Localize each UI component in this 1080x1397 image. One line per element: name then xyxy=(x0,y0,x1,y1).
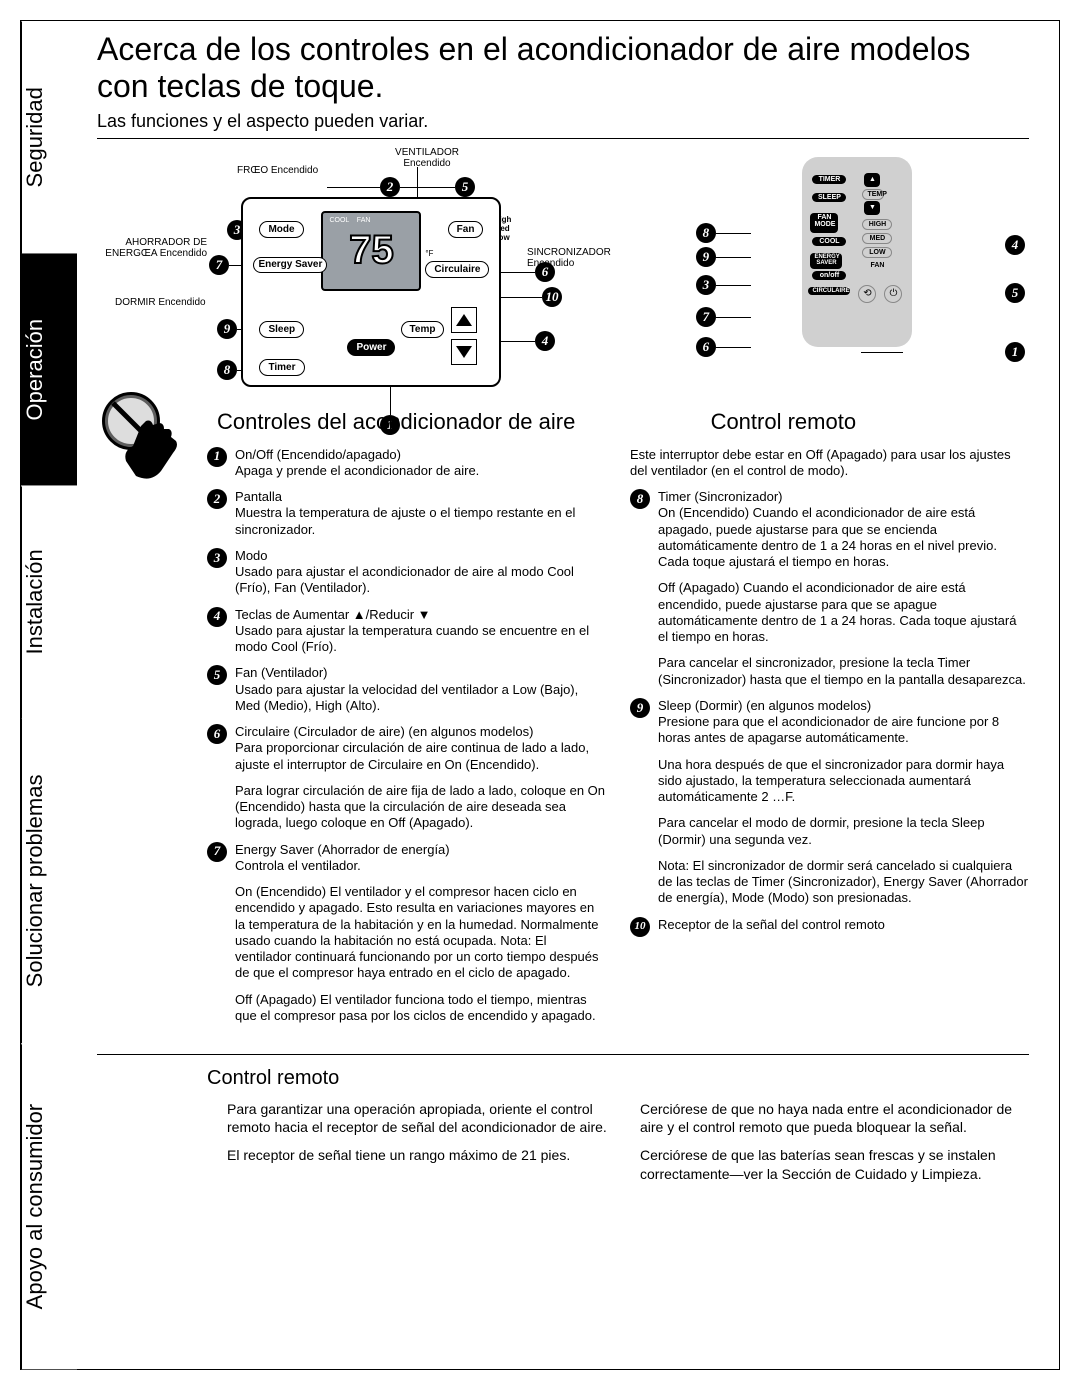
remote-p-l1: Para garantizar una operación apropiada,… xyxy=(227,1100,616,1136)
r-callout-3: 3 xyxy=(696,275,716,295)
btn-circulaire[interactable]: Circulaire xyxy=(425,261,489,278)
rbtn-temp-up[interactable]: ▲ xyxy=(864,173,880,187)
page-subtitle: Las funciones y el aspecto pueden variar… xyxy=(97,111,1029,139)
item-7-on: On (Encendido) El ventilador y el compre… xyxy=(235,884,606,982)
manual-page: Seguridad Operación Instalación Solucion… xyxy=(20,20,1060,1370)
remote-heading: Control remoto xyxy=(207,1067,1029,1090)
item-8: 8Timer (Sincronizador)On (Encendido) Cua… xyxy=(630,489,1029,570)
btn-sleep[interactable]: Sleep xyxy=(259,321,304,338)
remote-p-r2: Cerciórese de que las baterías sean fres… xyxy=(640,1146,1029,1182)
btn-fan[interactable]: Fan xyxy=(448,221,484,238)
btn-energy[interactable]: Energy Saver xyxy=(253,257,327,273)
item-9-p3: Para cancelar el modo de dormir, presion… xyxy=(658,815,1029,848)
right-intro: Este interruptor debe estar en Off (Apag… xyxy=(630,447,1029,480)
btn-temp[interactable]: Temp xyxy=(401,321,445,338)
r-callout-8: 8 xyxy=(696,223,716,243)
tab-apoyo[interactable]: Apoyo al consumidor xyxy=(21,1044,77,1369)
content-area: Acerca de los controles en el acondicion… xyxy=(77,21,1059,1369)
item-9: 9Sleep (Dormir) (en algunos modelos)Pres… xyxy=(630,698,1029,747)
remote-diagram: 8 9 3 7 6 4 5 1 TIMER SLEEP FAN xyxy=(686,147,1029,397)
rbtn-circulaire[interactable]: CIRCULAIRE xyxy=(808,287,850,295)
callout-7: 7 xyxy=(209,255,229,275)
item-10: 10Receptor de la señal del control remot… xyxy=(630,917,1029,937)
label-frio: FRŒO Encendido xyxy=(237,165,318,176)
label-ahorrador: AHORRADOR DE ENERGŒA Encendido xyxy=(97,237,207,259)
rbtn-cool[interactable]: COOL xyxy=(812,237,846,246)
item-1: 1On/Off (Encendido/apagado)Apaga y prend… xyxy=(207,447,606,480)
label-dormir: DORMIR Encendido xyxy=(115,297,206,308)
rbtn-low[interactable]: LOW xyxy=(862,247,892,258)
rbtn-circ-left[interactable]: ⟲ xyxy=(858,285,876,303)
r-callout-5: 5 xyxy=(1005,283,1025,303)
right-column: Este interruptor debe estar en Off (Apag… xyxy=(630,447,1029,1035)
r-callout-7: 7 xyxy=(696,307,716,327)
callout-6: 6 xyxy=(535,262,555,282)
label-deg-f: °F xyxy=(425,249,433,258)
r-callout-4: 4 xyxy=(1005,235,1025,255)
rbtn-power[interactable]: ⏻ xyxy=(884,285,902,303)
rbtn-temp: TEMP xyxy=(862,189,884,200)
btn-temp-up[interactable] xyxy=(451,307,477,333)
label-ventilador: VENTILADOR Encendido xyxy=(387,147,467,169)
diagram-row: VENTILADOR Encendido FRŒO Encendido AHOR… xyxy=(97,147,1029,397)
remote-paragraphs: Para garantizar una operación apropiada,… xyxy=(227,1100,1029,1193)
display-temp: 75 xyxy=(349,228,394,273)
callout-8: 8 xyxy=(217,360,237,380)
btn-timer[interactable]: Timer xyxy=(259,359,304,376)
remote-p-l2: El receptor de señal tiene un rango máxi… xyxy=(227,1146,616,1164)
rbtn-fan: FAN xyxy=(866,261,888,270)
description-columns: 1On/Off (Encendido/apagado)Apaga y prend… xyxy=(97,447,1029,1035)
item-8-off: Off (Apagado) Cuando el acondicionador d… xyxy=(658,580,1029,645)
rbtn-timer[interactable]: TIMER xyxy=(812,175,846,184)
rbtn-fanmode[interactable]: FAN MODE xyxy=(810,213,838,233)
item-9-p2: Una hora después de que el sincronizador… xyxy=(658,757,1029,806)
tab-solucionar[interactable]: Solucionar problemas xyxy=(21,718,77,1043)
remote-p-r1: Cerciórese de que no haya nada entre el … xyxy=(640,1100,1029,1136)
callout-2: 2 xyxy=(380,177,400,197)
heading-remote: Control remoto xyxy=(711,409,1029,435)
rbtn-sleep[interactable]: SLEEP xyxy=(812,193,846,202)
item-2: 2PantallaMuestra la temperatura de ajust… xyxy=(207,489,606,538)
tab-seguridad[interactable]: Seguridad xyxy=(21,21,77,253)
rbtn-temp-down[interactable]: ▼ xyxy=(864,201,880,215)
btn-mode[interactable]: Mode xyxy=(259,221,303,238)
r-callout-1: 1 xyxy=(1005,342,1025,362)
item-7-off: Off (Apagado) El ventilador funciona tod… xyxy=(235,992,606,1025)
item-4: 4Teclas de Aumentar ▲/Reducir ▼Usado par… xyxy=(207,607,606,656)
item-8-cancel: Para cancelar el sincronizador, presione… xyxy=(658,655,1029,688)
page-title: Acerca de los controles en el acondicion… xyxy=(97,31,1029,105)
sidebar-tabs: Seguridad Operación Instalación Solucion… xyxy=(21,21,77,1369)
ac-panel: COOL FAN 75 °F Mode Fan Energy Saver Cir… xyxy=(241,197,501,387)
item-6-extra: Para lograr circulación de aire fija de … xyxy=(235,783,606,832)
r-callout-9: 9 xyxy=(696,247,716,267)
r-callout-6: 6 xyxy=(696,337,716,357)
tab-operacion[interactable]: Operación xyxy=(21,253,77,485)
rbtn-high[interactable]: HIGH xyxy=(862,219,892,230)
item-5: 5Fan (Ventilador)Usado para ajustar la v… xyxy=(207,665,606,714)
btn-temp-down[interactable] xyxy=(451,339,477,365)
rbtn-onoff[interactable]: on/off xyxy=(812,271,846,280)
rbtn-energy[interactable]: ENERGY SAVER xyxy=(810,253,842,269)
ac-diagram: VENTILADOR Encendido FRŒO Encendido AHOR… xyxy=(97,147,646,397)
callout-5-top: 5 xyxy=(455,177,475,197)
item-3: 3ModoUsado para ajustar el acondicionado… xyxy=(207,548,606,597)
left-column: 1On/Off (Encendido/apagado)Apaga y prend… xyxy=(207,447,606,1035)
item-9-p4: Nota: El sincronizador de dormir será ca… xyxy=(658,858,1029,907)
rbtn-med[interactable]: MED xyxy=(862,233,892,244)
heading-controls: Controles del acondicionador de aire xyxy=(217,409,711,435)
separator xyxy=(97,1054,1029,1055)
item-6: 6Circulaire (Circulador de aire) (en alg… xyxy=(207,724,606,773)
section-titles: Controles del acondicionador de aire Con… xyxy=(97,409,1029,435)
item-7: 7Energy Saver (Ahorrador de energía)Cont… xyxy=(207,842,606,875)
callout-4: 4 xyxy=(535,331,555,351)
callout-9: 9 xyxy=(217,319,237,339)
btn-power[interactable]: Power xyxy=(347,339,395,356)
remote-body: TIMER SLEEP FAN MODE COOL ENERGY SAVER o… xyxy=(802,157,912,347)
ac-display: COOL FAN 75 °F xyxy=(321,211,421,291)
callout-10-left: 10 xyxy=(542,287,562,307)
tab-instalacion[interactable]: Instalación xyxy=(21,486,77,718)
